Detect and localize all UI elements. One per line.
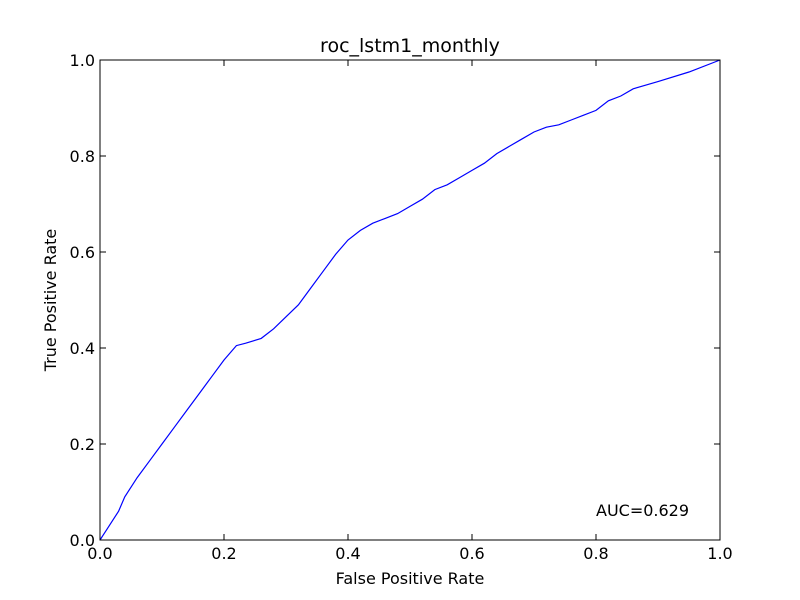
x-tick-label: 0.0: [87, 544, 112, 563]
y-tick-label: 0.6: [70, 243, 95, 262]
y-tick-label: 0.4: [70, 339, 95, 358]
y-axis-ticks: 0.0 0.2 0.4 0.6 0.8 1.0: [70, 51, 720, 550]
y-tick-label: 0.2: [70, 435, 95, 454]
x-axis-label: False Positive Rate: [336, 569, 485, 588]
auc-annotation: AUC=0.629: [596, 501, 689, 520]
y-axis-label: True Positive Rate: [41, 229, 60, 373]
x-tick-label: 0.2: [211, 544, 236, 563]
y-tick-label: 1.0: [70, 51, 95, 70]
y-tick-label: 0.0: [70, 531, 95, 550]
plot-frame: [99, 59, 721, 541]
chart-title: roc_lstm1_monthly: [320, 35, 500, 57]
x-tick-label: 0.6: [459, 544, 484, 563]
y-tick-label: 0.8: [70, 147, 95, 166]
roc-curve-line: [99, 59, 721, 541]
x-tick-label: 0.8: [583, 544, 608, 563]
x-tick-label: 1.0: [707, 544, 732, 563]
x-tick-label: 0.4: [335, 544, 360, 563]
